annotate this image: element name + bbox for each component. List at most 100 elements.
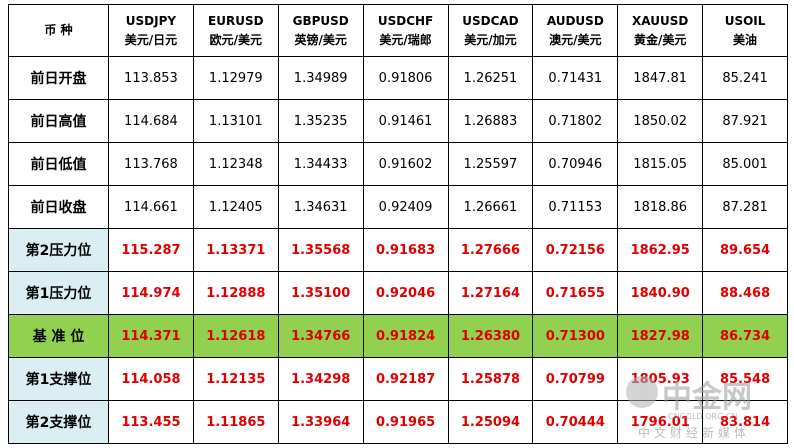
cell-value: 114.974 bbox=[108, 271, 194, 315]
cell-value: 0.92046 bbox=[362, 271, 449, 315]
cell-value: 85.001 bbox=[702, 142, 788, 186]
column-code: USDCHF bbox=[377, 13, 434, 28]
cell-value: 1815.05 bbox=[617, 142, 704, 186]
cell-value: 0.71300 bbox=[532, 314, 619, 358]
column-code: AUDUSD bbox=[546, 13, 604, 28]
cell-value: 113.455 bbox=[108, 400, 194, 444]
column-name: 欧元/美元 bbox=[209, 32, 262, 47]
cell-value: 1.34298 bbox=[277, 357, 364, 401]
row-label: 第1压力位 bbox=[8, 271, 109, 315]
cell-value: 0.71655 bbox=[532, 271, 619, 315]
cell-value: 1.13371 bbox=[192, 228, 279, 272]
cell-value: 0.92409 bbox=[362, 185, 449, 229]
cell-value: 85.548 bbox=[702, 357, 788, 401]
cell-value: 1.25094 bbox=[447, 400, 534, 444]
cell-value: 88.468 bbox=[702, 271, 788, 315]
cell-value: 0.91806 bbox=[362, 56, 449, 100]
cell-value: 1.12135 bbox=[192, 357, 279, 401]
cell-value: 85.241 bbox=[702, 56, 788, 100]
row-label: 前日开盘 bbox=[8, 56, 109, 100]
table-row: 基 准 位 114.371 1.12618 1.34766 0.91824 1.26380… bbox=[8, 314, 788, 358]
column-code: USDJPY bbox=[125, 13, 177, 28]
cell-value: 1.25597 bbox=[447, 142, 534, 186]
cell-value: 1850.02 bbox=[617, 99, 704, 143]
cell-value: 1.35235 bbox=[277, 99, 364, 143]
cell-value: 0.71802 bbox=[532, 99, 619, 143]
cell-value: 1840.90 bbox=[617, 271, 704, 315]
cell-value: 1827.98 bbox=[617, 314, 704, 358]
cell-value: 114.371 bbox=[108, 314, 194, 358]
cell-value: 1.11865 bbox=[192, 400, 279, 444]
cell-value: 1.34989 bbox=[277, 56, 364, 100]
header-row: 币 种 USDJPY 美元/日元 EURUSD 欧元/美元 GBPUSD 英镑/美元 USD… bbox=[8, 4, 788, 57]
cell-value: 0.72156 bbox=[532, 228, 619, 272]
column-name: 美元/日元 bbox=[124, 32, 178, 47]
cell-value: 1.34766 bbox=[277, 314, 364, 358]
column-code: EURUSD bbox=[208, 13, 264, 28]
column-header: USDCAD 美元/加元 bbox=[447, 4, 534, 57]
row-label: 前日收盘 bbox=[8, 185, 109, 229]
column-code: XAUUSD bbox=[632, 13, 689, 28]
cell-value: 0.91824 bbox=[362, 314, 449, 358]
cell-value: 0.70444 bbox=[532, 400, 619, 444]
cell-value: 1.12618 bbox=[192, 314, 279, 358]
cell-value: 113.768 bbox=[108, 142, 194, 186]
column-code: USOIL bbox=[724, 13, 766, 28]
cell-value: 1796.01 bbox=[617, 400, 704, 444]
column-name: 英镑/美元 bbox=[294, 32, 347, 47]
column-header: EURUSD 欧元/美元 bbox=[192, 4, 279, 57]
cell-value: 1.13101 bbox=[192, 99, 279, 143]
column-name: 黄金/美元 bbox=[633, 32, 687, 47]
column-name: 澳元/美元 bbox=[549, 32, 602, 47]
table-row: 前日收盘 114.661 1.12405 1.34631 0.92409 1.26661 0… bbox=[8, 185, 788, 229]
cell-value: 1.26380 bbox=[447, 314, 534, 358]
column-header: AUDUSD 澳元/美元 bbox=[532, 4, 619, 57]
cell-value: 87.921 bbox=[702, 99, 788, 143]
cell-value: 1.27666 bbox=[447, 228, 534, 272]
column-header: GBPUSD 英镑/美元 bbox=[277, 4, 364, 57]
cell-value: 1.35100 bbox=[277, 271, 364, 315]
cell-value: 89.654 bbox=[702, 228, 788, 272]
cell-value: 1.34433 bbox=[277, 142, 364, 186]
quote-table: 币 种 USDJPY 美元/日元 EURUSD 欧元/美元 GBPUSD 英镑/美元 USD… bbox=[8, 4, 788, 444]
table-row: 前日低值 113.768 1.12348 1.34433 0.91602 1.25597 0… bbox=[8, 142, 788, 186]
cell-value: 1.25878 bbox=[447, 357, 534, 401]
column-header: XAUUSD 黄金/美元 bbox=[617, 4, 704, 57]
cell-value: 114.058 bbox=[108, 357, 194, 401]
row-label: 第2支撑位 bbox=[8, 400, 109, 444]
table-body: 前日开盘 113.853 1.12979 1.34989 0.91806 1.26251 0… bbox=[8, 56, 788, 444]
cell-value: 113.853 bbox=[108, 56, 194, 100]
cell-value: 86.734 bbox=[702, 314, 788, 358]
table-row: 第1压力位 114.974 1.12888 1.35100 0.92046 1.27164… bbox=[8, 271, 788, 315]
cell-value: 87.281 bbox=[702, 185, 788, 229]
table-row: 前日开盘 113.853 1.12979 1.34989 0.91806 1.26251 0… bbox=[8, 56, 788, 100]
row-label: 前日低值 bbox=[8, 142, 109, 186]
row-label: 第1支撑位 bbox=[8, 357, 109, 401]
cell-value: 1.26661 bbox=[447, 185, 534, 229]
row-label: 第2压力位 bbox=[8, 228, 109, 272]
cell-value: 1.26883 bbox=[447, 99, 534, 143]
cell-value: 0.91602 bbox=[362, 142, 449, 186]
cell-value: 0.91965 bbox=[362, 400, 449, 444]
column-name: 美元/加元 bbox=[464, 32, 517, 47]
cell-value: 114.661 bbox=[108, 185, 194, 229]
header-label: 币 种 bbox=[8, 4, 109, 57]
column-header: USDCHF 美元/瑞郎 bbox=[362, 4, 449, 57]
cell-value: 0.92187 bbox=[362, 357, 449, 401]
cell-value: 0.71431 bbox=[532, 56, 619, 100]
cell-value: 115.287 bbox=[108, 228, 194, 272]
table-row: 第2压力位 115.287 1.13371 1.35568 0.91683 1.27666… bbox=[8, 228, 788, 272]
cell-value: 1.12979 bbox=[192, 56, 279, 100]
cell-value: 1818.86 bbox=[617, 185, 704, 229]
cell-value: 1847.81 bbox=[617, 56, 704, 100]
cell-value: 1.35568 bbox=[277, 228, 364, 272]
cell-value: 1.12405 bbox=[192, 185, 279, 229]
cell-value: 1.33964 bbox=[277, 400, 364, 444]
cell-value: 1.12348 bbox=[192, 142, 279, 186]
column-name: 美元/瑞郎 bbox=[379, 32, 432, 47]
column-name: 美油 bbox=[733, 32, 758, 47]
column-header: USDJPY 美元/日元 bbox=[108, 4, 194, 57]
cell-value: 1.12888 bbox=[192, 271, 279, 315]
cell-value: 0.71153 bbox=[532, 185, 619, 229]
